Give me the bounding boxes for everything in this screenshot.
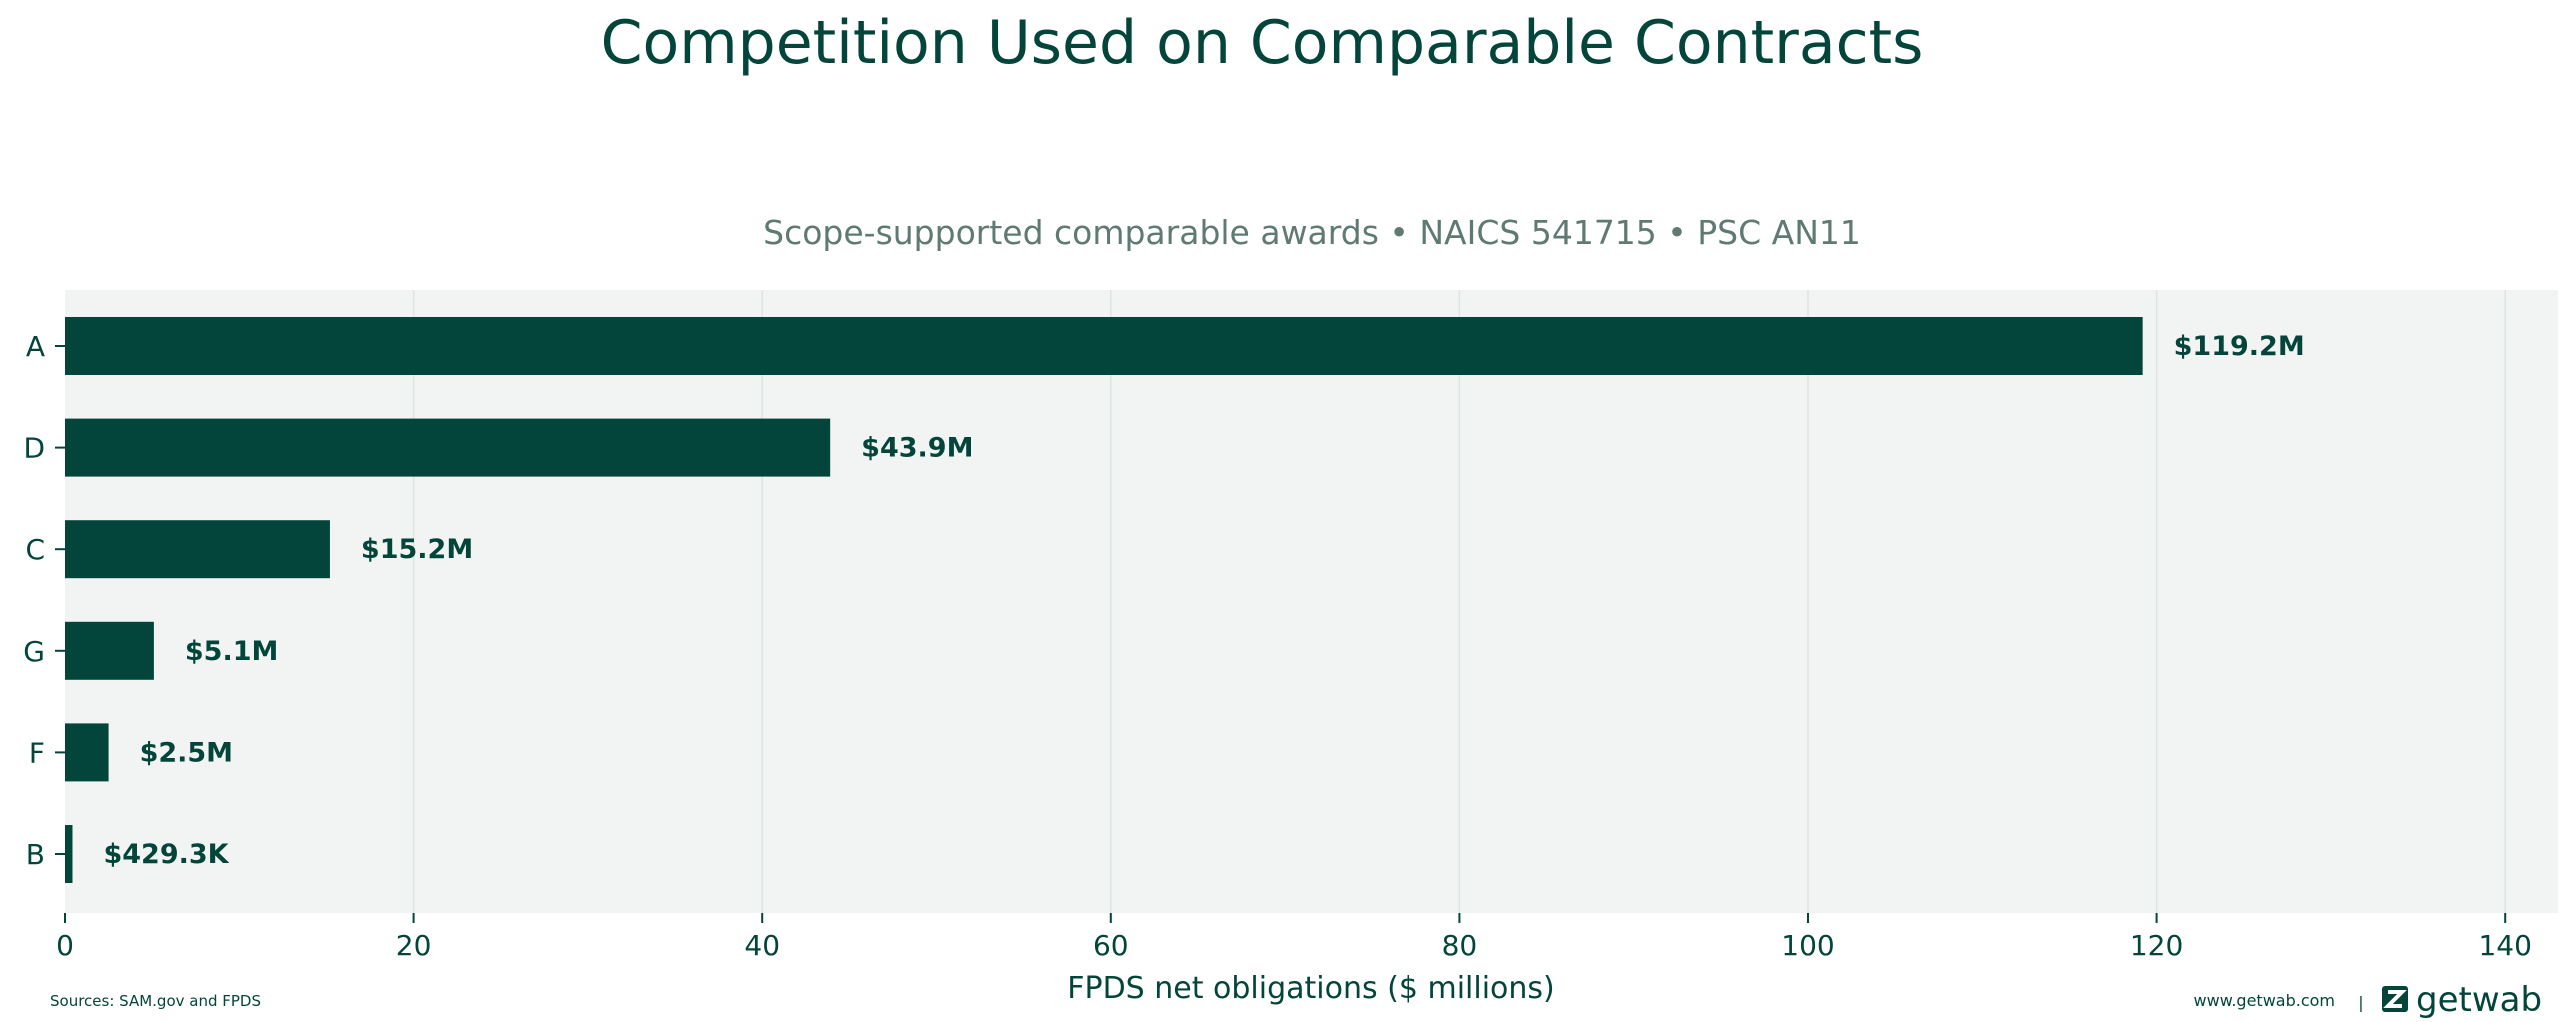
data-label-G: $5.1M <box>185 636 279 667</box>
bars <box>65 317 2143 883</box>
x-axis: 0 20 40 60 80 100 120 140 <box>56 913 2532 962</box>
x-tick-label: 80 <box>1442 929 1478 962</box>
grid-lines <box>412 290 2506 913</box>
data-labels: $119.2M $43.9M $15.2M $5.1M $2.5M $429.3K <box>103 331 2304 870</box>
data-label-A: $119.2M <box>2174 331 2305 362</box>
data-label-B: $429.3K <box>103 839 229 870</box>
y-tick-label-A: A <box>26 330 45 363</box>
bar-G <box>65 621 154 680</box>
y-axis: A D C G F B <box>23 330 65 871</box>
bar-C <box>65 520 330 579</box>
data-label-F: $2.5M <box>140 737 234 768</box>
x-tick-label: 100 <box>1781 929 1834 962</box>
data-label-C: $15.2M <box>361 534 473 565</box>
plot-area <box>65 290 2558 913</box>
x-tick-label: 140 <box>2478 929 2531 962</box>
y-tick-label-B: B <box>26 838 45 871</box>
sources-note: Sources: SAM.gov and FPDS <box>50 992 261 1010</box>
y-tick-label-C: C <box>25 533 45 566</box>
x-axis-label: FPDS net obligations ($ millions) <box>1067 971 1555 1006</box>
footer-separator: | <box>2358 993 2363 1012</box>
y-tick-label-D: D <box>23 432 45 465</box>
x-tick-label: 0 <box>56 929 74 962</box>
x-tick-label: 120 <box>2130 929 2183 962</box>
bar-B <box>65 825 73 883</box>
data-label-D: $43.9M <box>861 433 973 464</box>
chart-title: Competition Used on Comparable Contracts <box>601 8 1924 78</box>
y-tick-label-F: F <box>29 736 45 769</box>
x-tick-label: 40 <box>744 929 780 962</box>
bar-D <box>65 418 831 477</box>
bar-F <box>65 723 109 782</box>
x-tick-label: 20 <box>396 929 432 962</box>
y-tick-label-G: G <box>23 635 45 668</box>
bar-A <box>65 317 2143 375</box>
chart-subtitle: Scope-supported comparable awards • NAIC… <box>763 213 1861 252</box>
x-tick-label: 60 <box>1093 929 1129 962</box>
brand-name: getwab <box>2416 980 2542 1020</box>
website-link[interactable]: www.getwab.com <box>2194 991 2335 1010</box>
getwab-logo-icon <box>2382 986 2408 1012</box>
